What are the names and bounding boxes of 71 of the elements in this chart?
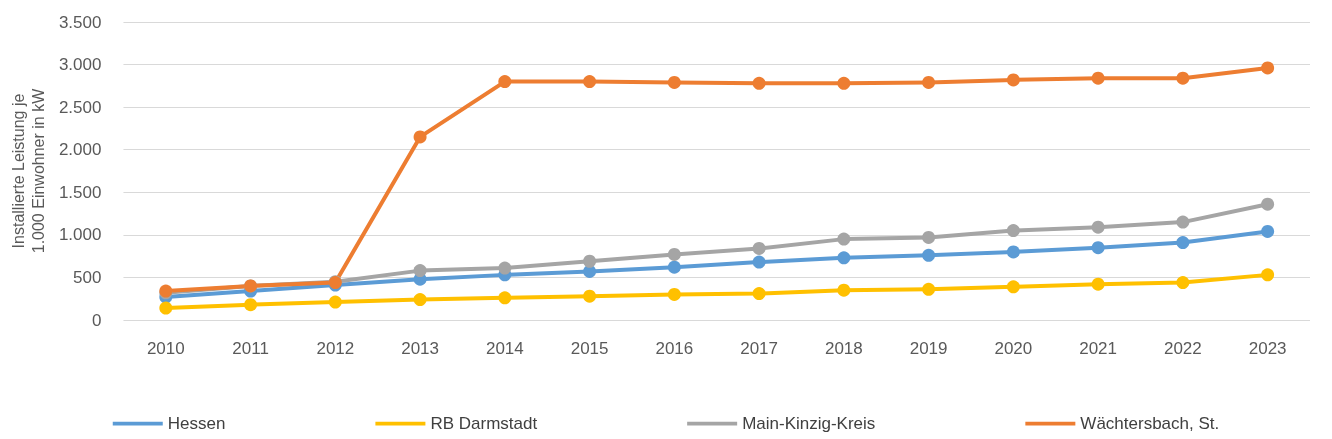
point [752,255,766,269]
point [1006,73,1020,87]
point [752,76,766,90]
legend-label: RB Darmstadt [430,414,538,433]
point [667,287,681,301]
point [1006,245,1020,259]
point [159,301,173,315]
point [1176,276,1190,290]
point [498,261,512,275]
legend-label: Wächtersbach, St. [1080,414,1220,433]
x-tick-label: 2021 [1079,339,1118,358]
point [1176,236,1190,250]
point [1176,215,1190,229]
x-tick-label: 2022 [1163,339,1202,358]
point [837,76,851,90]
point [498,75,512,89]
point [922,248,936,262]
x-tick-label: 2016 [655,339,694,358]
point [1261,224,1275,238]
x-tick-label: 2014 [485,339,524,358]
y-tick-label: 1.000 [58,225,102,245]
y-tick-label: 3.000 [58,55,102,75]
point [1176,71,1190,85]
point [667,75,681,89]
point [1091,71,1105,85]
point [1261,61,1275,75]
x-tick-label: 2018 [824,339,863,358]
y-tick-label: 2.000 [58,140,102,160]
y-tick-label: 3.500 [58,12,102,32]
x-tick-label: 2019 [909,339,948,358]
x-tick-label: 2012 [316,339,355,358]
point [1006,280,1020,294]
point [583,75,597,89]
y-tick-label: 2.500 [58,97,102,117]
point [413,293,427,307]
point [1006,224,1020,238]
point [922,282,936,296]
x-tick-label: 2011 [232,339,269,358]
legend-label: Hessen [167,414,226,433]
x-tick-label: 2015 [570,339,609,358]
x-tick-label: 2023 [1248,339,1287,358]
point [837,232,851,246]
y-tick-label: 1.500 [58,182,102,202]
x-tick-label: 2013 [401,339,439,358]
y-tick-label: 500 [73,267,102,287]
point [1091,241,1105,255]
point [1261,268,1275,282]
y-tick-label: 0 [91,310,102,330]
point [752,241,766,255]
y-axis-title: Installierte Leistung je 1.000 Einwohner in kW [9,87,47,254]
point [667,260,681,274]
point [1261,197,1275,211]
point [244,298,258,312]
point [583,254,597,268]
x-tick-label: 2010 [146,339,185,358]
point [752,287,766,301]
point [413,130,427,144]
point [922,75,936,89]
point [1091,277,1105,291]
point [413,264,427,278]
point [667,247,681,261]
x-tick-label: 2020 [994,339,1033,358]
point [922,230,936,244]
point [583,289,597,303]
legend-label: Main-Kinzig-Kreis [742,414,876,433]
point [837,283,851,297]
point [498,291,512,305]
point [837,251,851,265]
point [328,295,342,309]
point [1091,220,1105,234]
x-tick-label: 2017 [740,339,779,358]
